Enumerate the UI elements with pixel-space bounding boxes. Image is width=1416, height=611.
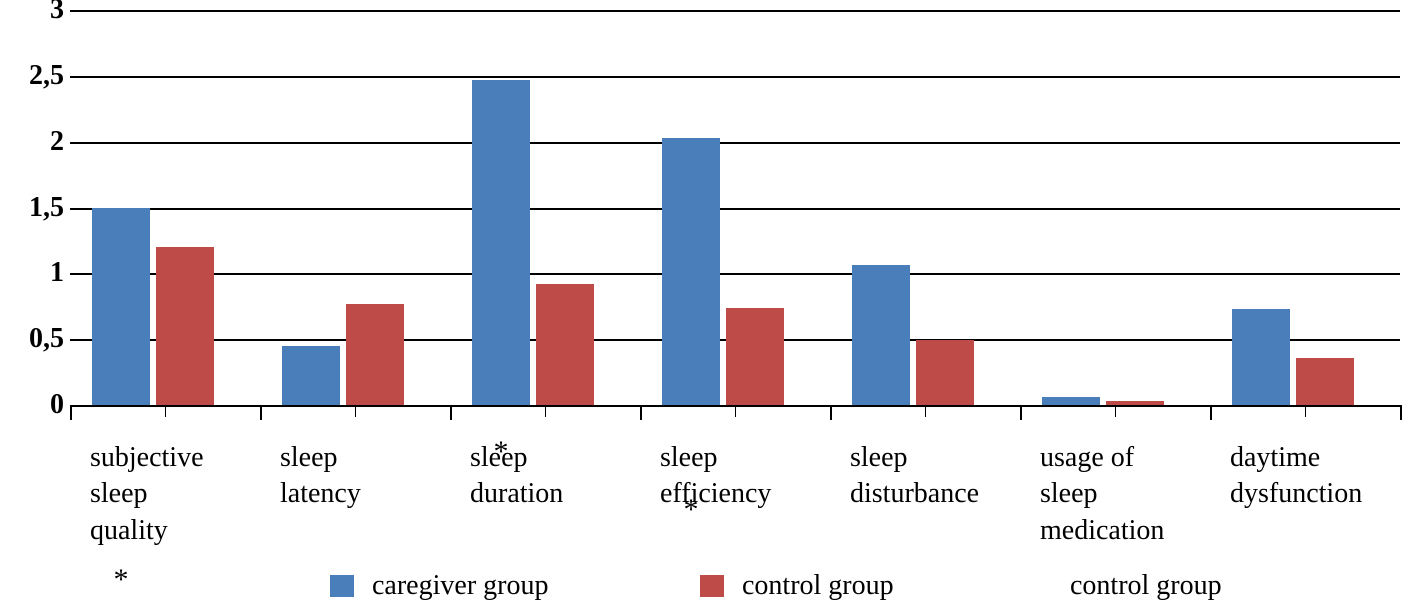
x-axis-tick: [1210, 405, 1212, 420]
bar-caregiver: [852, 265, 910, 405]
sleep-bar-chart: 0 0,5 1 1,5 2 2,5 3 ******* subjective sleep q…: [0, 0, 1416, 611]
gridline: [70, 273, 1400, 275]
x-axis-tick: [545, 405, 546, 417]
legend-label-caregiver: caregiver group: [372, 570, 548, 602]
y-axis-tick-label: 1,5: [4, 192, 64, 224]
bar-control: [156, 247, 214, 405]
legend-item-caregiver: caregiver group: [330, 570, 548, 602]
bar-control: [1296, 358, 1354, 405]
bar-caregiver: [1042, 397, 1100, 405]
category-label: sleep latency: [280, 440, 460, 513]
legend-item-extra: control group: [1070, 570, 1222, 602]
y-axis-tick-label: 1: [4, 257, 64, 289]
legend-swatch-control: [700, 575, 724, 597]
x-axis-tick: [355, 405, 356, 417]
x-axis-tick: [735, 405, 736, 417]
legend-label-control: control group: [742, 570, 894, 602]
x-axis-tick: [1400, 405, 1402, 420]
bar-control: [536, 284, 594, 405]
y-axis-tick-label: 0,5: [4, 323, 64, 355]
y-axis-tick-label: 2,5: [4, 60, 64, 92]
x-axis-tick: [1020, 405, 1022, 420]
plot-area: *******: [70, 10, 1400, 407]
x-axis-tick: [640, 405, 642, 420]
y-axis-tick-label: 3: [4, 0, 64, 26]
bar-caregiver: [472, 80, 530, 405]
legend-item-control: control group: [700, 570, 894, 602]
bar-caregiver: [92, 208, 150, 406]
x-axis-tick: [1115, 405, 1116, 417]
category-label: daytime dysfunction: [1230, 440, 1410, 513]
bar-caregiver: [1232, 309, 1290, 405]
category-label: sleep duration: [470, 440, 650, 513]
bar-control: [916, 340, 974, 405]
x-axis-tick: [925, 405, 926, 417]
legend: caregiver group control group control gr…: [0, 570, 1416, 610]
category-label: subjective sleep quality: [90, 440, 270, 549]
bar-caregiver: [662, 138, 720, 405]
x-axis-tick: [830, 405, 832, 420]
y-axis-tick-label: 2: [4, 126, 64, 158]
gridline: [70, 76, 1400, 78]
legend-label-extra: control group: [1070, 570, 1222, 602]
x-axis-tick: [165, 405, 166, 417]
category-label: sleep efficiency: [660, 440, 840, 513]
x-axis-tick: [450, 405, 452, 420]
x-axis-tick: [1305, 405, 1306, 417]
x-axis-tick: [70, 405, 72, 420]
category-label: sleep disturbance: [850, 440, 1030, 513]
category-label: usage of sleep medication: [1040, 440, 1220, 549]
gridline: [70, 208, 1400, 210]
gridline: [70, 142, 1400, 144]
legend-swatch-caregiver: [330, 575, 354, 597]
bar-caregiver: [282, 346, 340, 405]
bar-control: [346, 304, 404, 405]
y-axis-tick-label: 0: [4, 389, 64, 421]
bar-control: [726, 308, 784, 405]
gridline: [70, 10, 1400, 12]
x-axis-tick: [260, 405, 262, 420]
